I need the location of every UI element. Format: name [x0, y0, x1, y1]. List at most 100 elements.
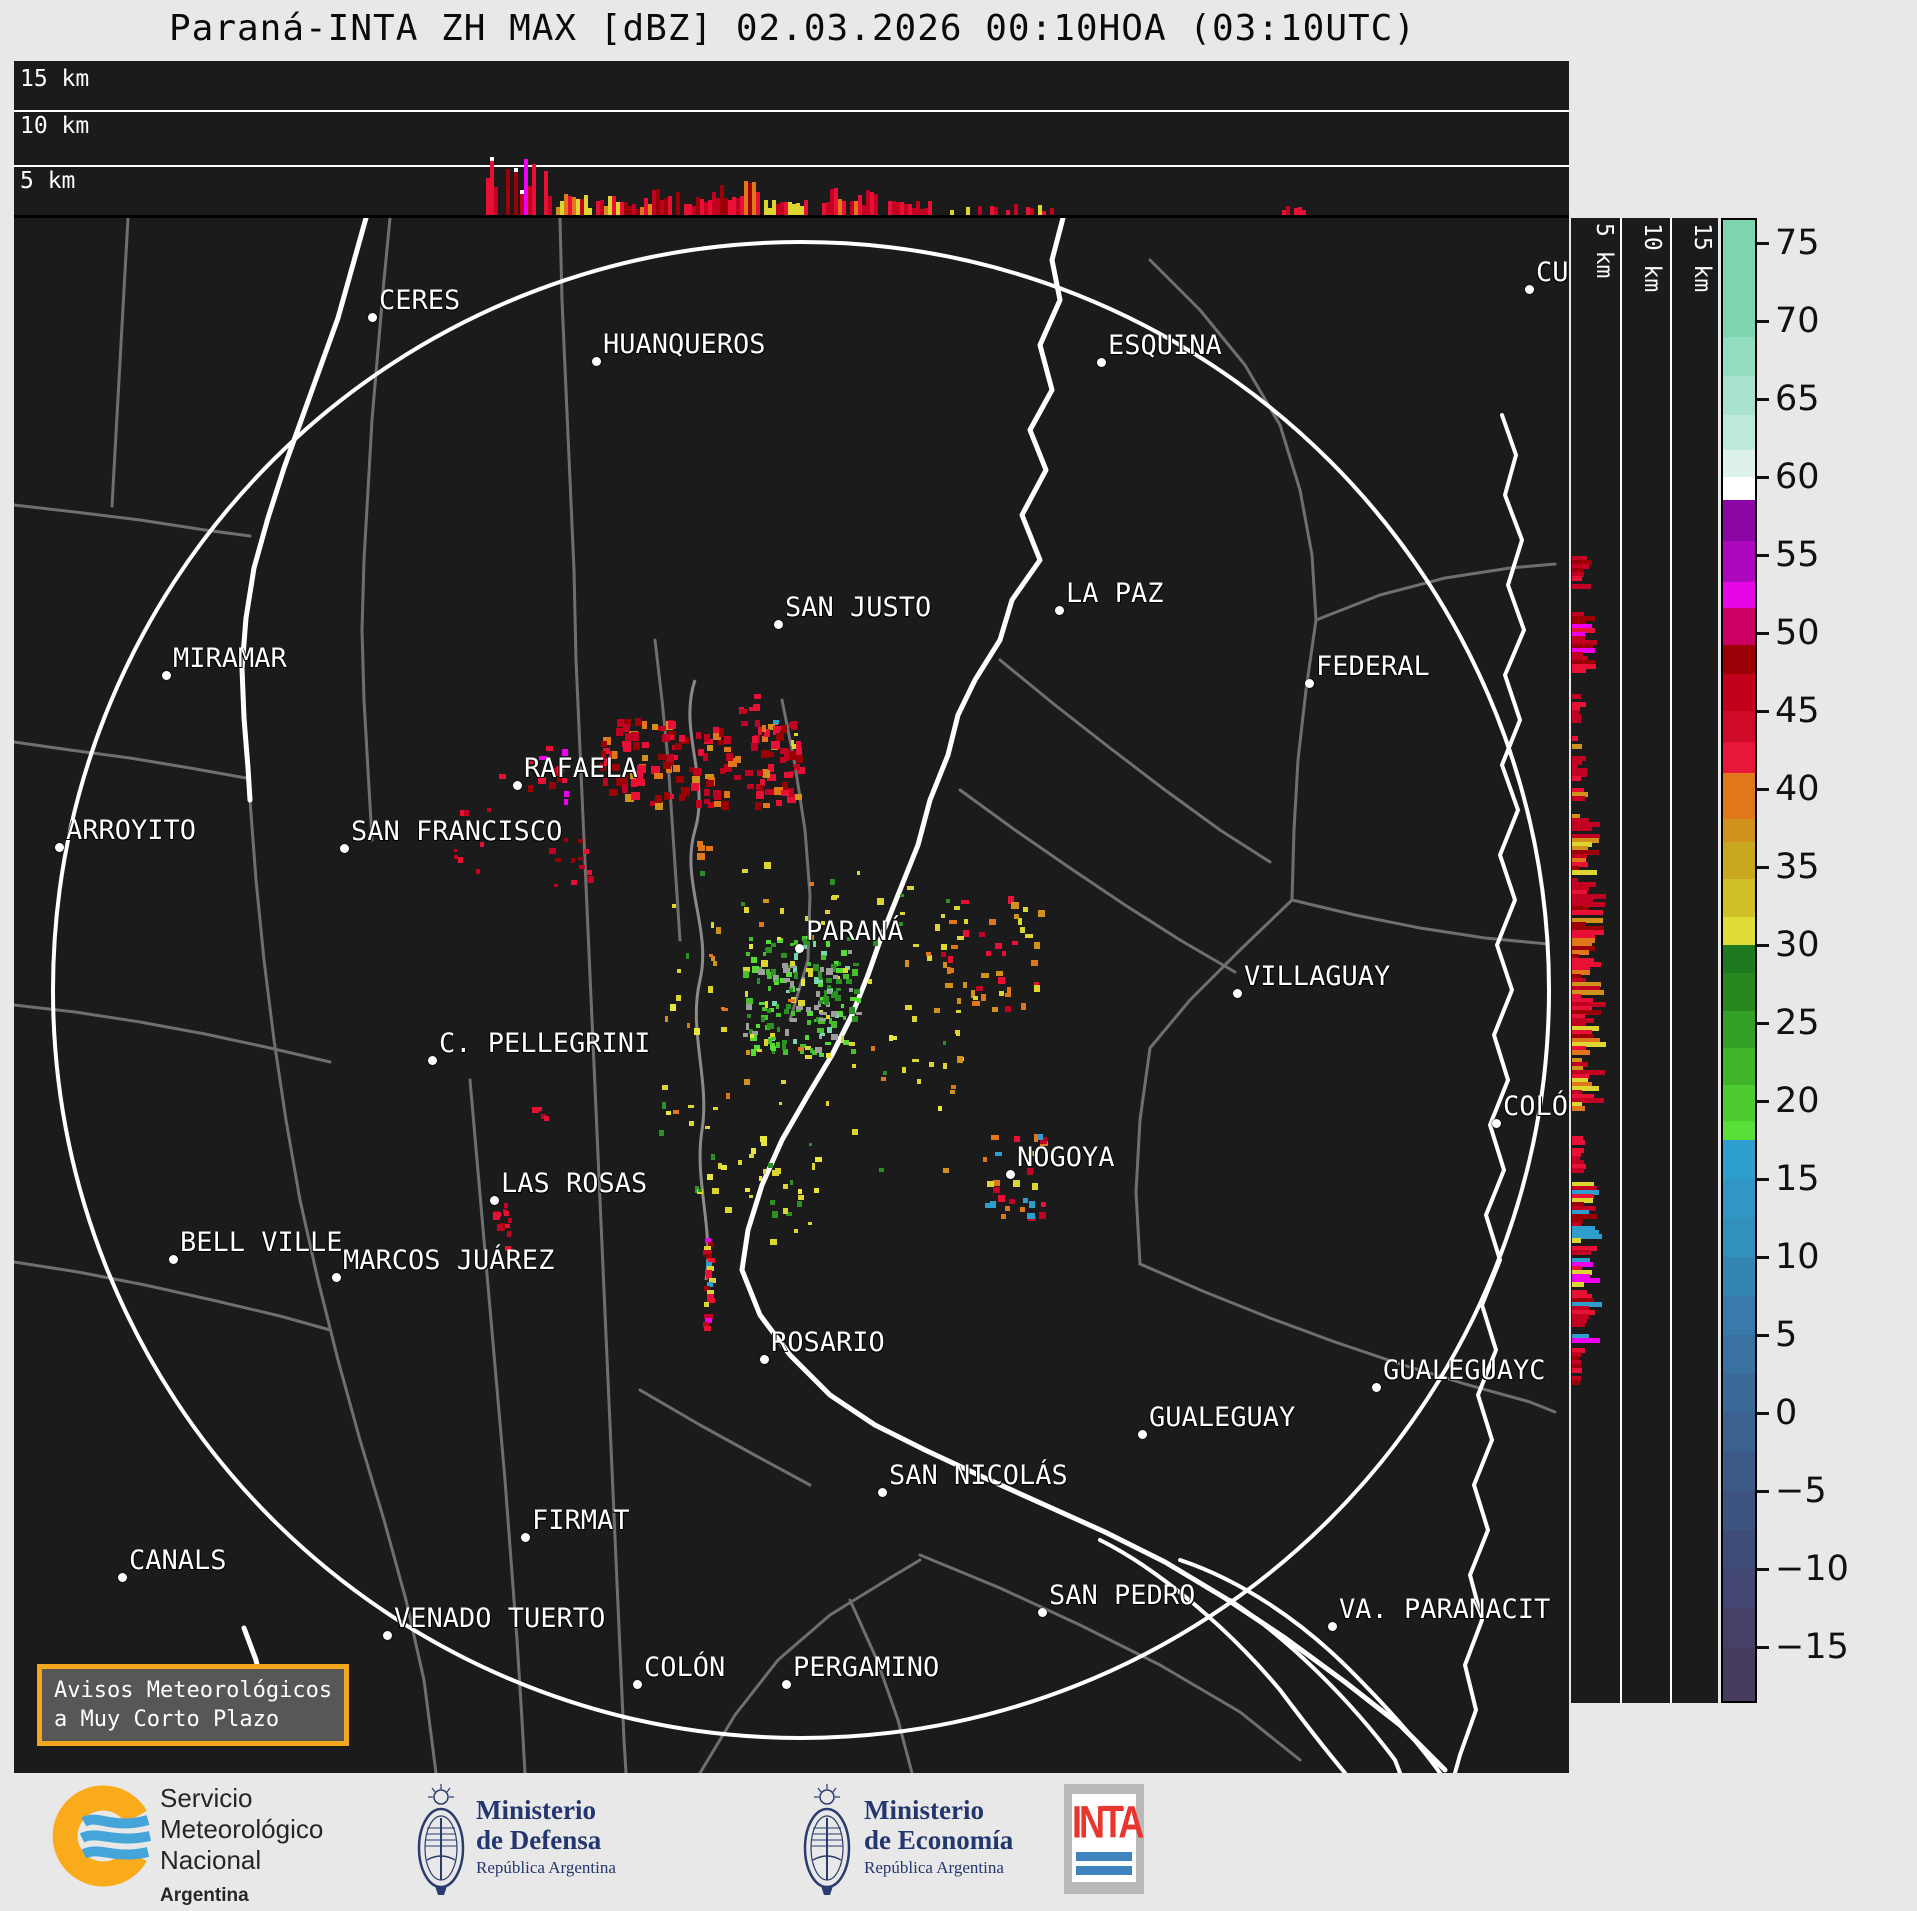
- side-echo-row: [1572, 1360, 1581, 1365]
- top-cross-section-panel: 15 km 10 km 5 km: [14, 61, 1569, 218]
- echo-pixel: [711, 1187, 719, 1195]
- echo-pixel: [564, 790, 570, 797]
- top-panel-5km-label: 5 km: [20, 168, 76, 194]
- side-echo-row: [1572, 1164, 1586, 1169]
- echo-pixel: [851, 1064, 857, 1068]
- echo-pixel: [796, 746, 803, 756]
- echo-pixel: [905, 1004, 912, 1011]
- city-dot: [368, 313, 377, 322]
- echo-pixel: [493, 1212, 500, 1221]
- city-label: FIRMAT: [532, 1505, 630, 1536]
- echo-pixel: [740, 901, 746, 907]
- city-label: GUALEGUAYC: [1383, 1355, 1546, 1386]
- echo-pixel: [818, 971, 822, 979]
- echo-pixel: [623, 718, 631, 726]
- side-echo-row: [1572, 1250, 1592, 1255]
- echo-pixel: [623, 724, 630, 732]
- echo-pixel: [783, 1208, 789, 1215]
- echo-pixel: [615, 777, 622, 787]
- echo-pixel: [691, 776, 701, 783]
- echo-pixel: [1023, 1198, 1028, 1203]
- echo-pixel: [786, 1004, 792, 1009]
- side-echo-row: [1572, 834, 1600, 839]
- top-echo-column: [584, 194, 588, 215]
- echo-pixel: [504, 1223, 511, 1229]
- echo-pixel: [1012, 1180, 1020, 1187]
- echo-pixel: [963, 919, 968, 924]
- city-dot: [1038, 1608, 1047, 1617]
- city-dot: [169, 1255, 178, 1264]
- echo-pixel: [758, 969, 765, 976]
- colorbar-segment: [1723, 1452, 1755, 1491]
- echo-pixel: [692, 767, 702, 775]
- top-echo-column: [604, 206, 608, 215]
- echo-pixel: [992, 1179, 1001, 1187]
- top-echo-column: [640, 206, 644, 215]
- echo-pixel: [460, 810, 464, 816]
- colorbar-tick: [1757, 788, 1769, 791]
- echo-pixel: [789, 986, 793, 992]
- colorbar-tick: [1757, 320, 1769, 323]
- echo-pixel: [796, 987, 801, 992]
- echo-pixel: [825, 910, 830, 915]
- echo-pixel: [997, 976, 1005, 985]
- echo-pixel: [835, 978, 843, 985]
- colorbar-segment: [1723, 477, 1755, 501]
- inta-logo: INTA: [1064, 1784, 1144, 1894]
- delta-channel-2: [1098, 1538, 1347, 1773]
- top-echo-column: [850, 201, 854, 215]
- echo-pixel: [795, 740, 802, 748]
- echo-pixel: [806, 968, 814, 973]
- echo-pixel: [783, 1048, 789, 1055]
- side-echo-row: [1572, 1364, 1582, 1369]
- echo-pixel: [1001, 1214, 1007, 1219]
- echo-pixel: [621, 740, 631, 747]
- echo-pixel: [766, 939, 771, 944]
- echo-pixel: [767, 723, 776, 730]
- top-echo-column: [1042, 210, 1046, 215]
- top-echo-column: [978, 205, 982, 215]
- echo-pixel: [704, 773, 714, 780]
- city-label: CERES: [379, 285, 461, 316]
- echo-pixel: [496, 1224, 503, 1232]
- echo-pixel: [1031, 1183, 1039, 1191]
- echo-pixel: [1031, 959, 1039, 967]
- city-label: MARCOS JUÁREZ: [343, 1245, 555, 1276]
- echo-pixel: [781, 782, 788, 791]
- echo-pixel: [827, 1027, 832, 1033]
- echo-pixel: [798, 1194, 805, 1200]
- top-echo-column: [892, 201, 896, 215]
- echo-pixel: [744, 770, 753, 777]
- echo-pixel: [783, 1008, 790, 1014]
- echo-pixel: [763, 802, 770, 808]
- top-echo-column: [772, 199, 776, 215]
- colorbar-tick: [1757, 944, 1769, 947]
- echo-pixel: [995, 943, 1003, 950]
- colorbar-segment: [1723, 645, 1755, 674]
- top-echo-column: [652, 189, 656, 215]
- top-echo-column: [1298, 207, 1302, 215]
- echo-pixel: [601, 751, 607, 759]
- echo-pixel: [808, 971, 814, 978]
- echo-pixel: [761, 960, 768, 968]
- echo-pixel: [721, 801, 730, 810]
- echo-pixel: [824, 1000, 830, 1006]
- echo-pixel: [779, 1101, 783, 1105]
- echo-pixel: [811, 1163, 816, 1170]
- echo-pixel: [772, 1001, 778, 1006]
- echo-pixel: [694, 1028, 700, 1036]
- colorbar-tick: [1757, 1022, 1769, 1025]
- delta-channel-1: [1178, 1558, 1442, 1773]
- echo-pixel: [549, 847, 557, 855]
- colorbar-segment: [1723, 608, 1755, 646]
- side-echo-row: [1572, 926, 1604, 931]
- echo-pixel: [654, 773, 664, 779]
- side-echo-row: [1572, 1102, 1583, 1107]
- echo-pixel: [662, 1085, 668, 1091]
- top-echo-column: [524, 159, 528, 215]
- echo-pixel: [713, 792, 720, 799]
- echo-pixel: [812, 941, 817, 947]
- echo-pixel: [787, 794, 797, 803]
- echo-pixel: [532, 1106, 540, 1113]
- delta-channel-3: [1228, 1598, 1402, 1773]
